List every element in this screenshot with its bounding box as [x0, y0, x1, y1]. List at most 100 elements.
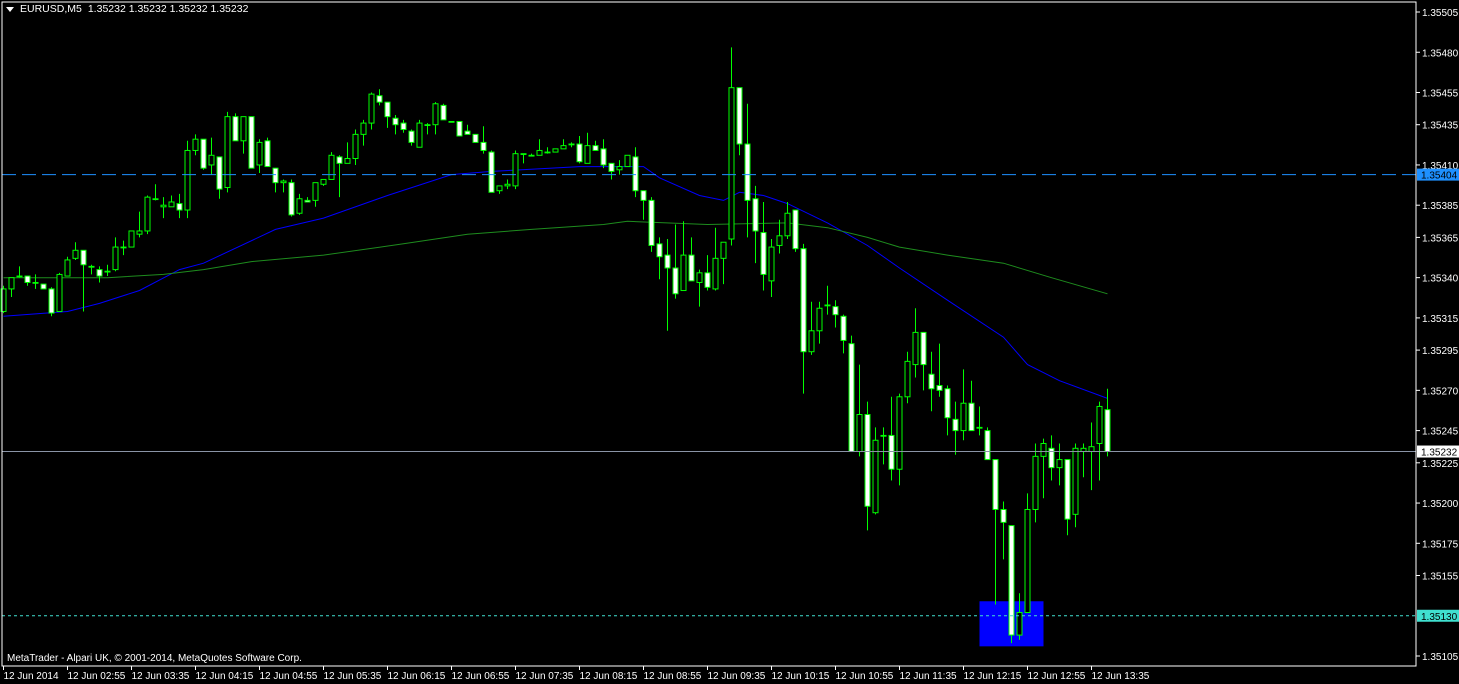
candle-body-bearish: [592, 145, 599, 151]
candle: [296, 193, 303, 215]
candle: [224, 111, 231, 193]
candle-body-bullish: [720, 241, 727, 259]
candle: [136, 211, 143, 238]
price-marker-label: 1.35404: [1421, 171, 1458, 182]
candle: [320, 178, 327, 186]
candle-body-bullish: [624, 154, 631, 168]
candle-body-bearish: [264, 140, 271, 168]
candle: [256, 139, 263, 173]
candle: [664, 239, 671, 331]
price-marker-label: 1.35232: [1421, 448, 1458, 459]
price-label: 1.35410: [1422, 161, 1459, 172]
candle-body-bullish: [512, 153, 519, 187]
candle-body-bullish: [872, 439, 879, 514]
candle: [400, 119, 407, 133]
candle-body-bearish: [464, 130, 471, 135]
candle: [560, 139, 567, 150]
chart-header: EURUSD,M5 1.35232 1.35232 1.35232 1.3523…: [6, 3, 248, 15]
candle: [416, 119, 423, 148]
time-label: 12 Jun 12:55: [1028, 671, 1086, 682]
time-label: 12 Jun 10:15: [772, 671, 830, 682]
price-label: 1.35175: [1422, 539, 1459, 550]
price-label: 1.35155: [1422, 572, 1459, 583]
candle-body-bullish: [808, 330, 815, 353]
candle-body-bearish: [800, 248, 807, 353]
candle-body-bearish: [488, 151, 495, 193]
time-label: 12 Jun 13:35: [1092, 671, 1150, 682]
moving-average-slow-line: [3, 220, 1108, 295]
candle-body-bullish: [424, 124, 431, 126]
candle: [48, 287, 55, 317]
candle: [768, 239, 775, 297]
candle-body-bearish: [832, 306, 839, 316]
candle: [976, 406, 983, 436]
candle-body-bearish: [336, 156, 343, 164]
candle-body-bullish: [88, 265, 95, 268]
candle: [968, 380, 975, 432]
candle-body-bearish: [400, 122, 407, 131]
candle: [1056, 443, 1063, 486]
candle-body-bearish: [440, 104, 447, 121]
candle: [816, 301, 823, 344]
candle: [600, 139, 607, 169]
candle-body-bullish: [544, 151, 551, 154]
candle: [72, 242, 79, 260]
candle-body-bearish: [848, 343, 855, 453]
candle-body-bearish: [608, 162, 615, 172]
candle-body-bearish: [792, 209, 799, 250]
candle: [944, 385, 951, 436]
candle-body-bullish: [912, 331, 919, 366]
candles: [0, 47, 1111, 644]
price-label: 1.35385: [1422, 201, 1459, 212]
candle-body-bullish: [896, 396, 903, 470]
candle-body-bullish: [192, 138, 199, 151]
time-label: 12 Jun 04:15: [196, 671, 254, 682]
candle: [744, 103, 751, 238]
candle-body-bearish: [632, 156, 639, 192]
candle-body-bullish: [696, 272, 703, 283]
candle-body-bearish: [96, 269, 103, 277]
price-label: 1.35315: [1422, 314, 1459, 325]
candle-body-bullish: [104, 270, 111, 273]
candle-body-bullish: [360, 122, 367, 135]
candle: [632, 147, 639, 198]
moving-average-fast-line: [3, 166, 1108, 399]
candle-body-bullish: [584, 145, 591, 164]
candle-body-bearish: [936, 385, 943, 391]
candle: [1096, 401, 1103, 481]
price-marker-badge: [1417, 445, 1459, 458]
candle-body-bullish: [144, 196, 151, 232]
candle: [712, 227, 719, 291]
candle: [344, 142, 351, 164]
candle-body-bullish: [768, 246, 775, 282]
candle: [264, 137, 271, 168]
candle-body-bullish: [152, 198, 159, 201]
horizontal-lines: [2, 174, 1416, 617]
candle-body-bearish: [456, 120, 463, 137]
time-label: 12 Jun 02:55: [68, 671, 126, 682]
candle: [448, 120, 455, 123]
candle-body-bullish: [1016, 612, 1023, 636]
candle-body-bullish: [328, 154, 335, 180]
candle: [232, 113, 239, 142]
candle-body-bullish: [352, 133, 359, 160]
time-label: 12 Jun 09:35: [708, 671, 766, 682]
triangle-down-icon[interactable]: [6, 6, 14, 12]
candle-body-bullish: [520, 153, 527, 155]
candle: [360, 119, 367, 146]
candle: [40, 283, 47, 290]
candle: [856, 364, 863, 457]
candle-body-bullish: [296, 198, 303, 214]
candle-body-bearish: [736, 87, 743, 145]
candle-body-bearish: [408, 130, 415, 143]
candle: [336, 155, 343, 198]
candle-body-bullish: [120, 246, 127, 249]
candle-body-bearish: [600, 148, 607, 166]
candle-body-bullish: [64, 259, 71, 277]
price-label: 1.35105: [1422, 652, 1459, 663]
candle: [728, 47, 735, 246]
candle: [88, 264, 95, 275]
candle: [56, 272, 63, 312]
time-axis: 12 Jun 2014 12 Jun 02:55 12 Jun 03:35 12 Ju…: [3, 666, 1150, 682]
